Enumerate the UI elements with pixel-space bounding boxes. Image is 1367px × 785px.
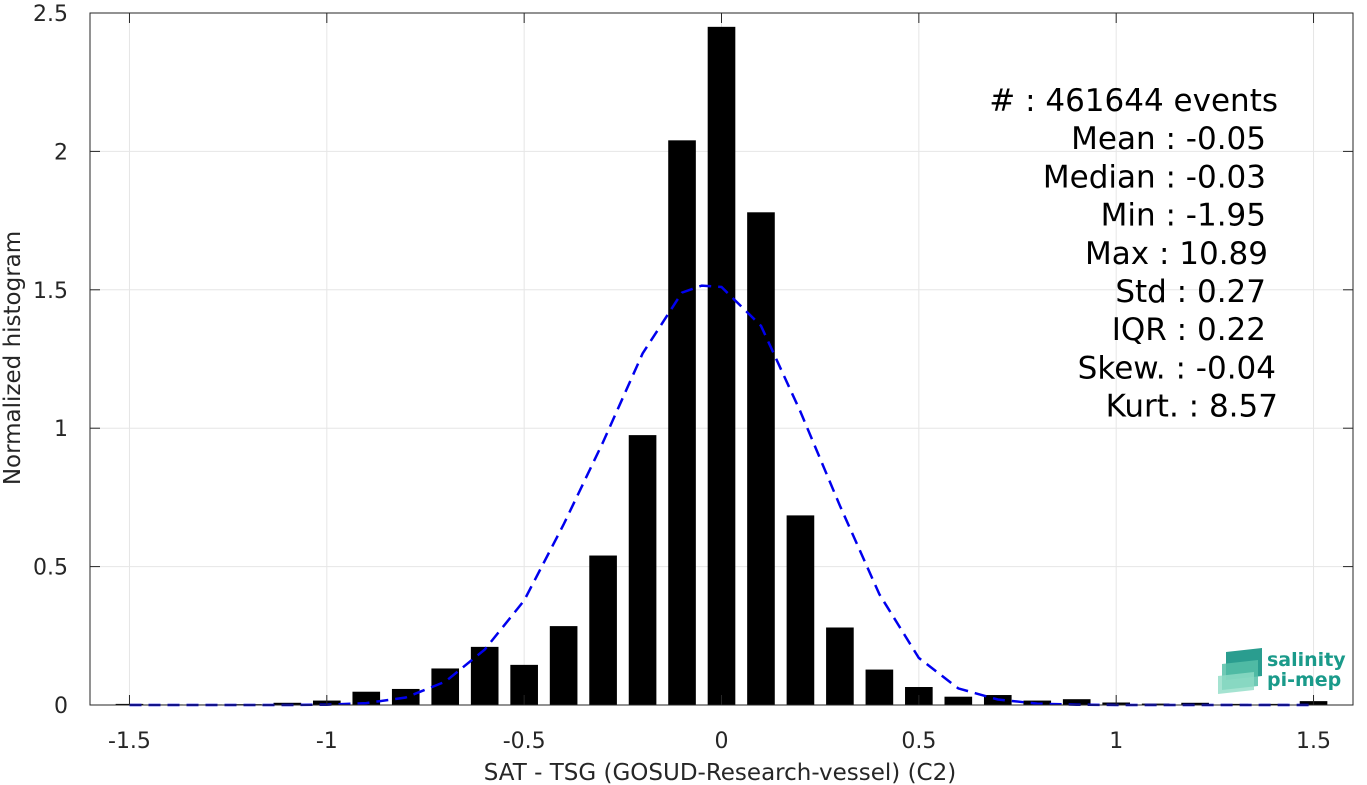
histogram-bar [589, 555, 617, 705]
histogram-bars [115, 26, 1328, 705]
stat-line: Kurt. : 8.57 [1106, 389, 1278, 425]
stat-line: Mean : -0.05 [1071, 121, 1266, 157]
histogram-bar [786, 515, 815, 705]
histogram-bar [707, 26, 736, 705]
stat-line: Min : -1.95 [1101, 198, 1266, 234]
histogram-bar [826, 627, 854, 705]
histogram-bar [628, 435, 657, 705]
histogram-bar [352, 691, 381, 705]
x-tick-label: -1 [316, 729, 338, 754]
logo-waves-icon [1218, 648, 1262, 694]
stat-line: Skew. : -0.04 [1078, 350, 1276, 386]
y-tick-label: 0 [54, 694, 68, 719]
salinity-pi-mep-logo: salinity pi-mep [1218, 648, 1346, 694]
histogram-bar [1181, 702, 1209, 705]
y-axis-title: Normalized histogram [0, 231, 26, 485]
y-tick-labels: 0 0.5 1 1.5 2 2.5 [33, 2, 68, 719]
histogram-bar [1260, 703, 1288, 705]
x-axis-title: SAT - TSG (GOSUD-Research-vessel) (C2) [484, 760, 956, 785]
y-tick-label: 2 [54, 140, 68, 165]
histogram-bar [549, 626, 578, 705]
y-tick-label: 1 [54, 417, 68, 442]
y-tick-label: 1.5 [33, 279, 68, 304]
histogram-bar [1062, 699, 1091, 705]
histogram-bar [470, 646, 499, 705]
histogram-bar [747, 212, 775, 705]
axis-ticks [90, 12, 1353, 706]
stat-line: Median : -0.03 [1043, 159, 1266, 195]
histogram-bar [668, 140, 696, 705]
y-tick-label: 0.5 [33, 556, 68, 581]
x-tick-labels: -1.5 -1 -0.5 0 0.5 1 1.5 [108, 729, 1331, 754]
histogram-bar [944, 696, 973, 705]
stat-line: Max : 10.89 [1085, 236, 1268, 272]
x-tick-label: 0.5 [901, 729, 936, 754]
histogram-bar [1220, 703, 1249, 705]
x-tick-label: 1.5 [1296, 729, 1331, 754]
stat-line: IQR : 0.22 [1112, 312, 1266, 348]
x-tick-label: -0.5 [503, 729, 546, 754]
x-tick-label: 0 [715, 729, 729, 754]
logo-line1: salinity [1267, 649, 1346, 671]
logo-line2: pi-mep [1267, 669, 1341, 691]
stat-line: Std : 0.27 [1115, 274, 1266, 310]
x-tick-label: 1 [1109, 729, 1123, 754]
histogram-bar [865, 669, 894, 705]
x-tick-label: -1.5 [108, 729, 151, 754]
stat-line: # : 461644 events [989, 83, 1278, 119]
y-tick-label: 2.5 [33, 2, 68, 27]
